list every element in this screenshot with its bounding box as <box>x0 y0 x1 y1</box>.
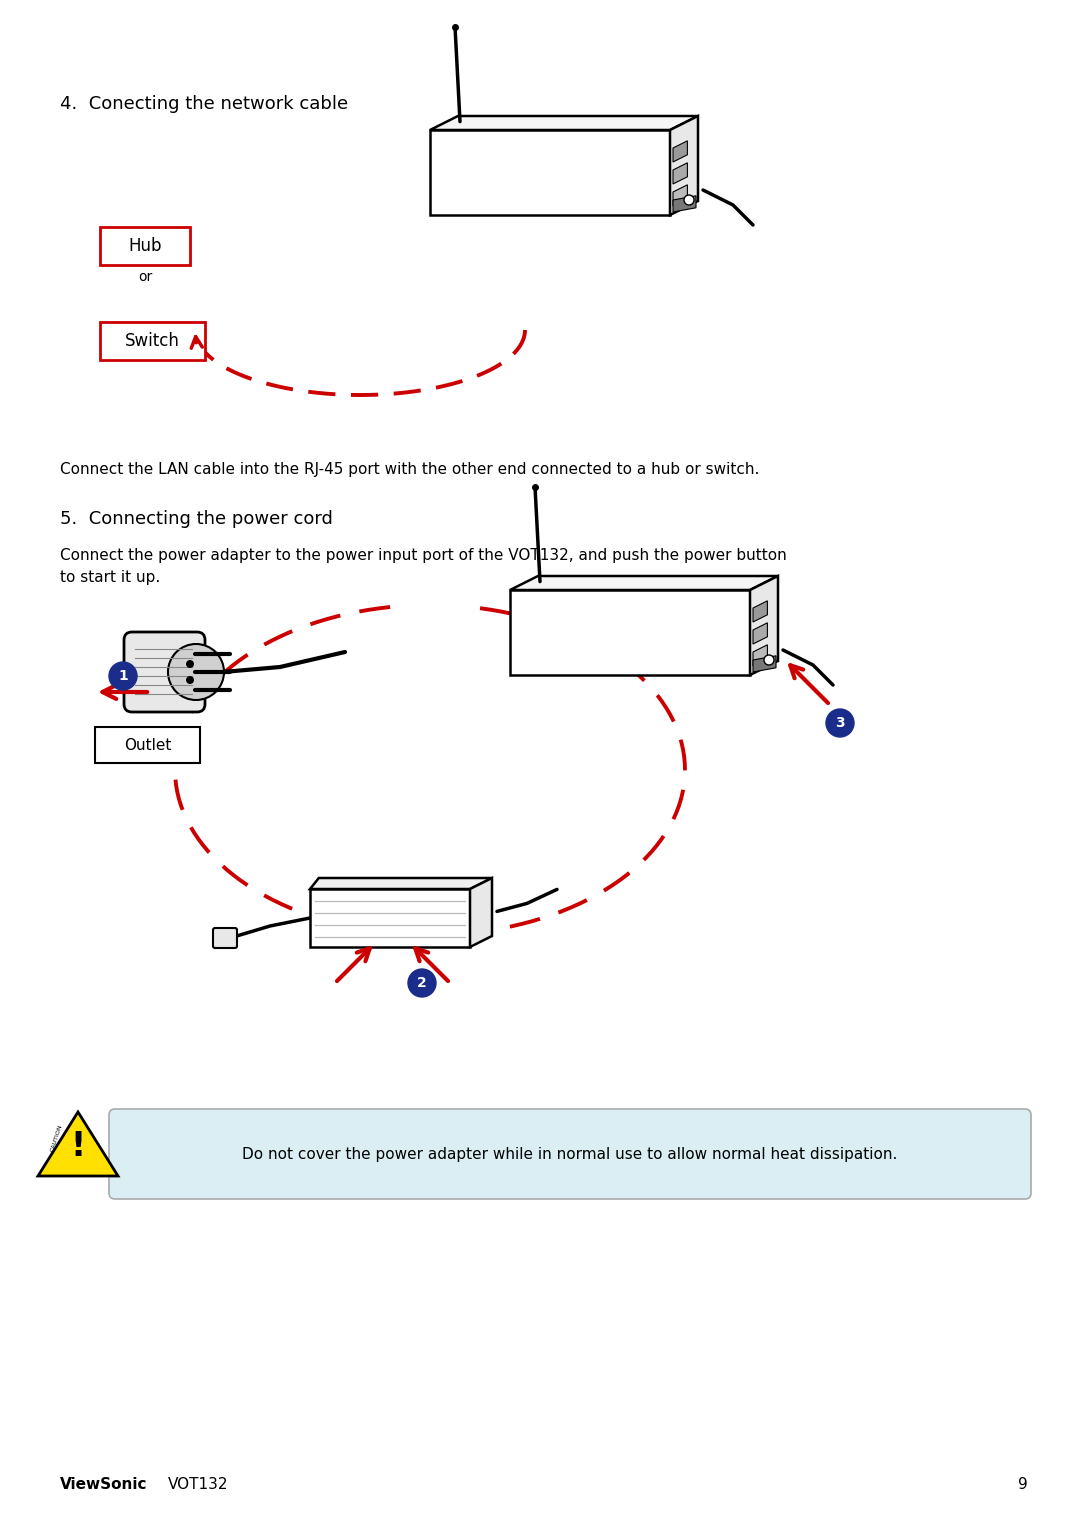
FancyBboxPatch shape <box>109 1109 1031 1200</box>
Text: Hub: Hub <box>129 237 162 254</box>
Text: Switch: Switch <box>125 332 180 349</box>
Polygon shape <box>753 645 768 666</box>
Polygon shape <box>673 162 687 184</box>
Circle shape <box>408 970 436 997</box>
Text: 3: 3 <box>835 715 845 731</box>
Polygon shape <box>753 656 777 673</box>
Text: Do not cover the power adapter while in normal use to allow normal heat dissipat: Do not cover the power adapter while in … <box>242 1146 897 1161</box>
Text: CAUTION: CAUTION <box>50 1124 64 1152</box>
Text: !: ! <box>70 1129 85 1163</box>
Polygon shape <box>510 576 778 590</box>
Circle shape <box>684 195 694 205</box>
Polygon shape <box>430 116 698 130</box>
Polygon shape <box>753 601 768 622</box>
Circle shape <box>826 709 854 737</box>
Circle shape <box>109 662 137 689</box>
Text: VOT132: VOT132 <box>168 1477 229 1492</box>
Text: 1: 1 <box>118 669 127 683</box>
Polygon shape <box>673 196 696 211</box>
Circle shape <box>186 676 194 683</box>
Text: Connect the power adapter to the power input port of the VOT132, and push the po: Connect the power adapter to the power i… <box>60 548 786 562</box>
FancyBboxPatch shape <box>100 322 205 360</box>
Circle shape <box>186 660 194 668</box>
Polygon shape <box>510 590 750 676</box>
Circle shape <box>168 643 224 700</box>
Text: Connect the LAN cable into the RJ-45 port with the other end connected to a hub : Connect the LAN cable into the RJ-45 por… <box>60 463 759 476</box>
Polygon shape <box>310 878 492 889</box>
Polygon shape <box>673 141 687 162</box>
Polygon shape <box>310 889 470 947</box>
Text: or: or <box>138 270 152 283</box>
Text: 5.  Connecting the power cord: 5. Connecting the power cord <box>60 510 333 529</box>
Circle shape <box>764 656 774 665</box>
Text: to start it up.: to start it up. <box>60 570 160 585</box>
Text: Outlet: Outlet <box>124 737 172 752</box>
Polygon shape <box>670 116 698 214</box>
FancyBboxPatch shape <box>213 928 237 948</box>
Polygon shape <box>470 878 492 947</box>
Polygon shape <box>38 1112 118 1177</box>
FancyBboxPatch shape <box>95 728 200 763</box>
Polygon shape <box>673 185 687 205</box>
Text: ViewSonic: ViewSonic <box>60 1477 148 1492</box>
FancyBboxPatch shape <box>124 633 205 712</box>
Text: 9: 9 <box>1018 1477 1028 1492</box>
Text: 4.  Conecting the network cable: 4. Conecting the network cable <box>60 95 348 113</box>
FancyBboxPatch shape <box>100 227 190 265</box>
Polygon shape <box>753 624 768 643</box>
Text: 2: 2 <box>417 976 427 990</box>
Polygon shape <box>750 576 778 676</box>
Polygon shape <box>430 130 670 214</box>
